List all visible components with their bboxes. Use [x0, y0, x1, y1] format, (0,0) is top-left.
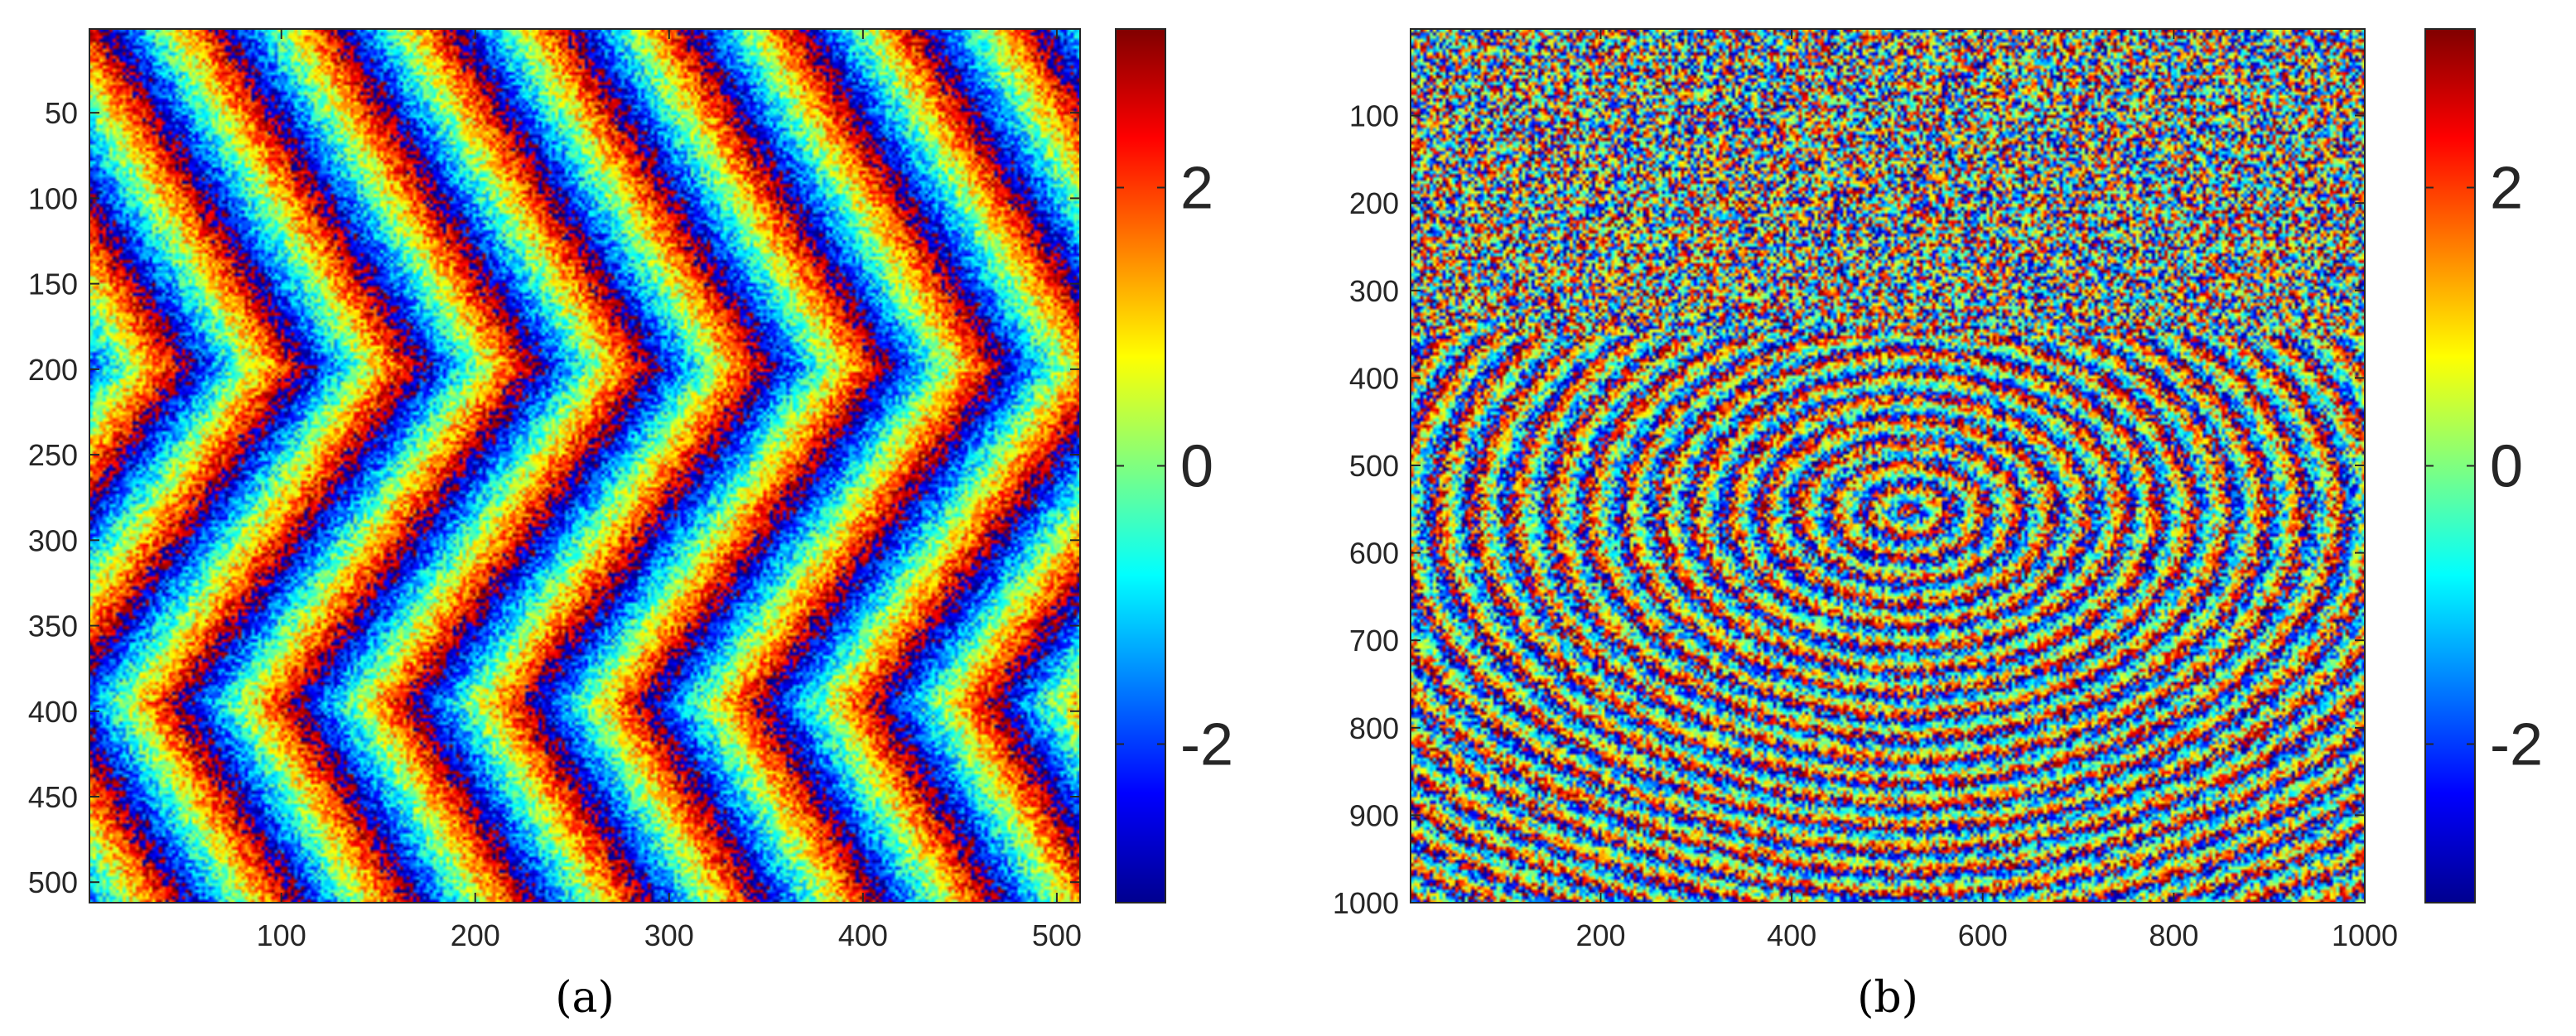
x-tick-label: 400 — [838, 918, 888, 952]
y-tick-label: 300 — [1349, 274, 1399, 308]
ticks-b: 200 400 600 800 1000 100 200 300 400 500 600 700 800… — [1333, 29, 2398, 952]
x-tick-label: 500 — [1032, 918, 1082, 952]
caption-b: (b) — [1857, 973, 1918, 1023]
panel-b: 200 400 600 800 1000 100 200 300 400 500 600 700 800… — [1333, 28, 2543, 1023]
caption-a: (a) — [555, 973, 615, 1023]
y-tick-label: 400 — [28, 695, 78, 729]
y-tick-label: 350 — [28, 610, 78, 643]
y-tick-label: 1000 — [1333, 886, 1399, 920]
panel-a: 100 200 300 400 500 50 100 150 200 250 300 350 400 45… — [28, 28, 1233, 1023]
y-tick-label: 200 — [28, 353, 78, 387]
y-tick-label: 200 — [1349, 186, 1399, 220]
y-tick-label: 500 — [28, 865, 78, 899]
x-tick-label: 400 — [1767, 918, 1816, 952]
y-tick-label: 700 — [1349, 624, 1399, 658]
y-tick-label: 800 — [1349, 711, 1399, 745]
x-tick-label: 300 — [644, 918, 694, 952]
colorbar-tick-label: 0 — [1180, 434, 1213, 500]
y-tick-label: 900 — [1349, 798, 1399, 832]
x-tick-label: 800 — [2149, 918, 2198, 952]
y-tick-label: 600 — [1349, 537, 1399, 571]
colorbar-tick-label: -2 — [2490, 711, 2543, 778]
y-tick-label: 100 — [1349, 99, 1399, 133]
colorbar-ticks-b: -2 0 2 — [2425, 156, 2543, 778]
colorbar-tick-label: 2 — [2490, 156, 2523, 222]
y-tick-label: 50 — [45, 96, 78, 130]
colorbar-tick-label: 0 — [2490, 434, 2523, 500]
x-tick-label: 200 — [451, 918, 500, 952]
y-tick-label: 150 — [28, 267, 78, 301]
y-tick-label: 300 — [28, 523, 78, 557]
x-tick-label: 600 — [1958, 918, 2008, 952]
y-tick-label: 400 — [1349, 361, 1399, 395]
colorbar-ticks-a: -2 0 2 — [1116, 156, 1233, 778]
colorbar-tick-label: -2 — [1180, 711, 1233, 778]
x-tick-label: 200 — [1575, 918, 1625, 952]
phase-image-a — [89, 29, 1080, 903]
ticks-a: 100 200 300 400 500 50 100 150 200 250 300 350 400 45… — [28, 29, 1082, 952]
phase-image-b — [1411, 29, 2365, 903]
y-tick-label: 100 — [28, 181, 78, 215]
colorbar-tick-label: 2 — [1180, 156, 1213, 222]
y-tick-label: 250 — [28, 438, 78, 472]
x-tick-label: 1000 — [2332, 918, 2398, 952]
y-tick-label: 500 — [1349, 449, 1399, 483]
y-tick-label: 450 — [28, 780, 78, 814]
x-tick-label: 100 — [257, 918, 306, 952]
axes-frame-a — [89, 28, 1081, 903]
